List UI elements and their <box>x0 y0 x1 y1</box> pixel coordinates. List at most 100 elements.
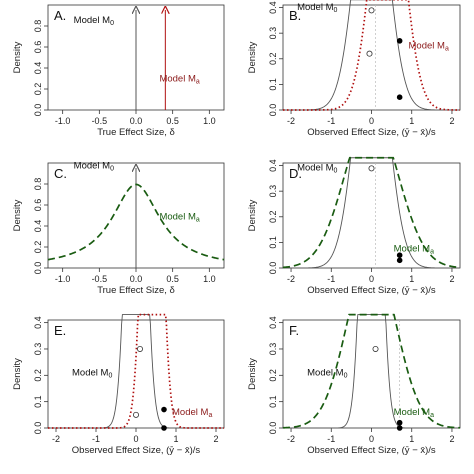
filled-point <box>161 406 167 413</box>
y-tick-label: 0.2 <box>268 53 278 66</box>
y-tick-label: 0.1 <box>33 395 43 408</box>
model-m0-label: Model M0 <box>307 367 347 379</box>
y-tick-label: 0.1 <box>268 236 278 249</box>
x-tick-label: 0.5 <box>166 274 179 284</box>
y-axis-title: Density <box>12 41 23 73</box>
x-tick-label: 2 <box>449 434 454 444</box>
filled-point <box>396 257 403 264</box>
x-axis-title: True Effect Size, δ <box>97 285 175 296</box>
y-tick-label: 0.4 <box>268 159 278 172</box>
x-tick-label: 0 <box>369 116 374 126</box>
model-ma-label: Model Ma <box>172 407 212 419</box>
x-tick-label: 0.0 <box>130 116 143 126</box>
x-axis-title: Observed Effect Size, (ȳ − x̄)/s <box>72 445 201 456</box>
x-tick-label: -2 <box>287 116 295 126</box>
x-tick-label: 2 <box>449 274 454 284</box>
y-tick-label: 0.6 <box>33 41 43 54</box>
y-tick-label: 0.0 <box>33 422 43 435</box>
panel-b: -2 -1 0 1 2 0.0 0.1 0.2 0.3 0.4 Observed Effect Si… <box>247 0 461 138</box>
panel-letter: F. <box>289 323 299 338</box>
x-tick-label: -1.0 <box>55 116 71 126</box>
density-curve-ma <box>48 313 224 429</box>
y-tick-label: 0.3 <box>268 343 278 356</box>
y-tick-label: 0.0 <box>33 262 43 275</box>
x-tick-label: -1 <box>327 116 335 126</box>
open-point <box>366 50 373 57</box>
density-curve-ma <box>282 313 461 429</box>
model-m0-label: Model M0 <box>74 15 114 27</box>
open-point <box>368 165 375 172</box>
density-curve-ma <box>47 183 225 261</box>
x-tick-label: -2 <box>287 434 295 444</box>
y-tick-label: 0.2 <box>33 241 43 254</box>
y-tick-label: 0.8 <box>33 20 43 33</box>
density-curve-ma <box>283 0 460 111</box>
panel-c: -1.0 -0.5 0.0 0.5 1.0 0.0 0.2 0.4 0.6 0.8 True Eff… <box>12 160 225 296</box>
open-point <box>372 345 379 352</box>
panel-letter: E. <box>54 323 66 338</box>
x-tick-label: -0.5 <box>92 274 108 284</box>
y-tick-label: 0.2 <box>33 83 43 96</box>
x-tick-label: 1 <box>173 434 178 444</box>
panel-a: -1.0 -0.5 0.0 0.5 1.0 0.0 0.2 0.4 0.6 0.8 True Eff… <box>12 4 225 138</box>
x-tick-label: -0.5 <box>92 116 108 126</box>
model-ma-label: Model Ma <box>394 243 434 255</box>
y-tick-label: 0.3 <box>33 343 43 356</box>
panel-letter: B. <box>289 8 301 23</box>
y-axis-title: Density <box>12 199 23 231</box>
y-tick-label: 0.0 <box>33 104 43 117</box>
panel-letter: A. <box>54 8 66 23</box>
model-ma-label: Model Ma <box>159 74 199 86</box>
panel-e: -2 -1 0 1 2 0.0 0.1 0.2 0.3 0.4 Observed Effect Si… <box>12 313 225 456</box>
filled-point <box>396 94 403 100</box>
x-tick-label: -1 <box>92 434 100 444</box>
x-tick-label: 1 <box>409 116 414 126</box>
x-axis-title: Observed Effect Size, (ȳ − x̄)/s <box>307 445 436 456</box>
filled-point <box>396 419 403 426</box>
y-tick-label: 0.2 <box>268 369 278 382</box>
x-axis-title: Observed Effect Size, (ȳ − x̄)/s <box>307 127 436 138</box>
y-axis-title: Density <box>247 199 258 231</box>
x-axis-title: True Effect Size, δ <box>97 127 175 138</box>
density-curve-m0 <box>283 0 460 111</box>
panel-letter: D. <box>289 166 302 181</box>
y-tick-label: 0.1 <box>268 395 278 408</box>
x-tick-label: -1.0 <box>55 274 71 284</box>
y-tick-label: 0.1 <box>268 78 278 91</box>
x-tick-label: -2 <box>52 434 60 444</box>
model-ma-label: Model Ma <box>159 212 199 224</box>
x-tick-label: 1.0 <box>203 116 216 126</box>
x-axis-title: Observed Effect Size, (ȳ − x̄)/s <box>307 285 436 296</box>
y-tick-label: 0.6 <box>33 199 43 212</box>
y-tick-label: 0.4 <box>268 1 278 14</box>
density-curve-ma <box>282 156 461 269</box>
x-tick-label: -1 <box>327 274 335 284</box>
y-tick-label: 0.4 <box>33 62 43 75</box>
open-point <box>132 411 139 418</box>
y-tick-label: 0.0 <box>268 104 278 117</box>
x-tick-label: 0 <box>369 434 374 444</box>
model-ma-label: Model Ma <box>394 407 434 419</box>
y-tick-label: 0.0 <box>268 422 278 435</box>
y-tick-label: 0.2 <box>268 211 278 224</box>
x-tick-label: 1 <box>409 274 414 284</box>
x-tick-label: -1 <box>327 434 335 444</box>
y-tick-label: 0.4 <box>33 316 43 329</box>
y-tick-label: 0.2 <box>33 369 43 382</box>
model-ma-label: Model Ma <box>409 41 449 53</box>
y-tick-label: 0.4 <box>268 316 278 329</box>
filled-point <box>161 425 167 431</box>
model-m0-label: Model M0 <box>297 163 337 175</box>
x-tick-label: 0 <box>369 274 374 284</box>
x-tick-label: 1 <box>409 434 414 444</box>
filled-point <box>396 38 403 44</box>
y-axis-title: Density <box>12 358 23 390</box>
x-tick-label: 2 <box>449 116 454 126</box>
y-tick-label: 0.0 <box>268 262 278 275</box>
y-axis-title: Density <box>247 41 258 73</box>
y-tick-label: 0.3 <box>268 185 278 198</box>
model-m0-label: Model M0 <box>74 160 114 172</box>
panel-f: -2 -1 0 1 2 0.0 0.1 0.2 0.3 0.4 Observed Effect Si… <box>247 313 461 456</box>
y-tick-label: 0.4 <box>33 220 43 233</box>
y-tick-label: 0.3 <box>268 27 278 40</box>
